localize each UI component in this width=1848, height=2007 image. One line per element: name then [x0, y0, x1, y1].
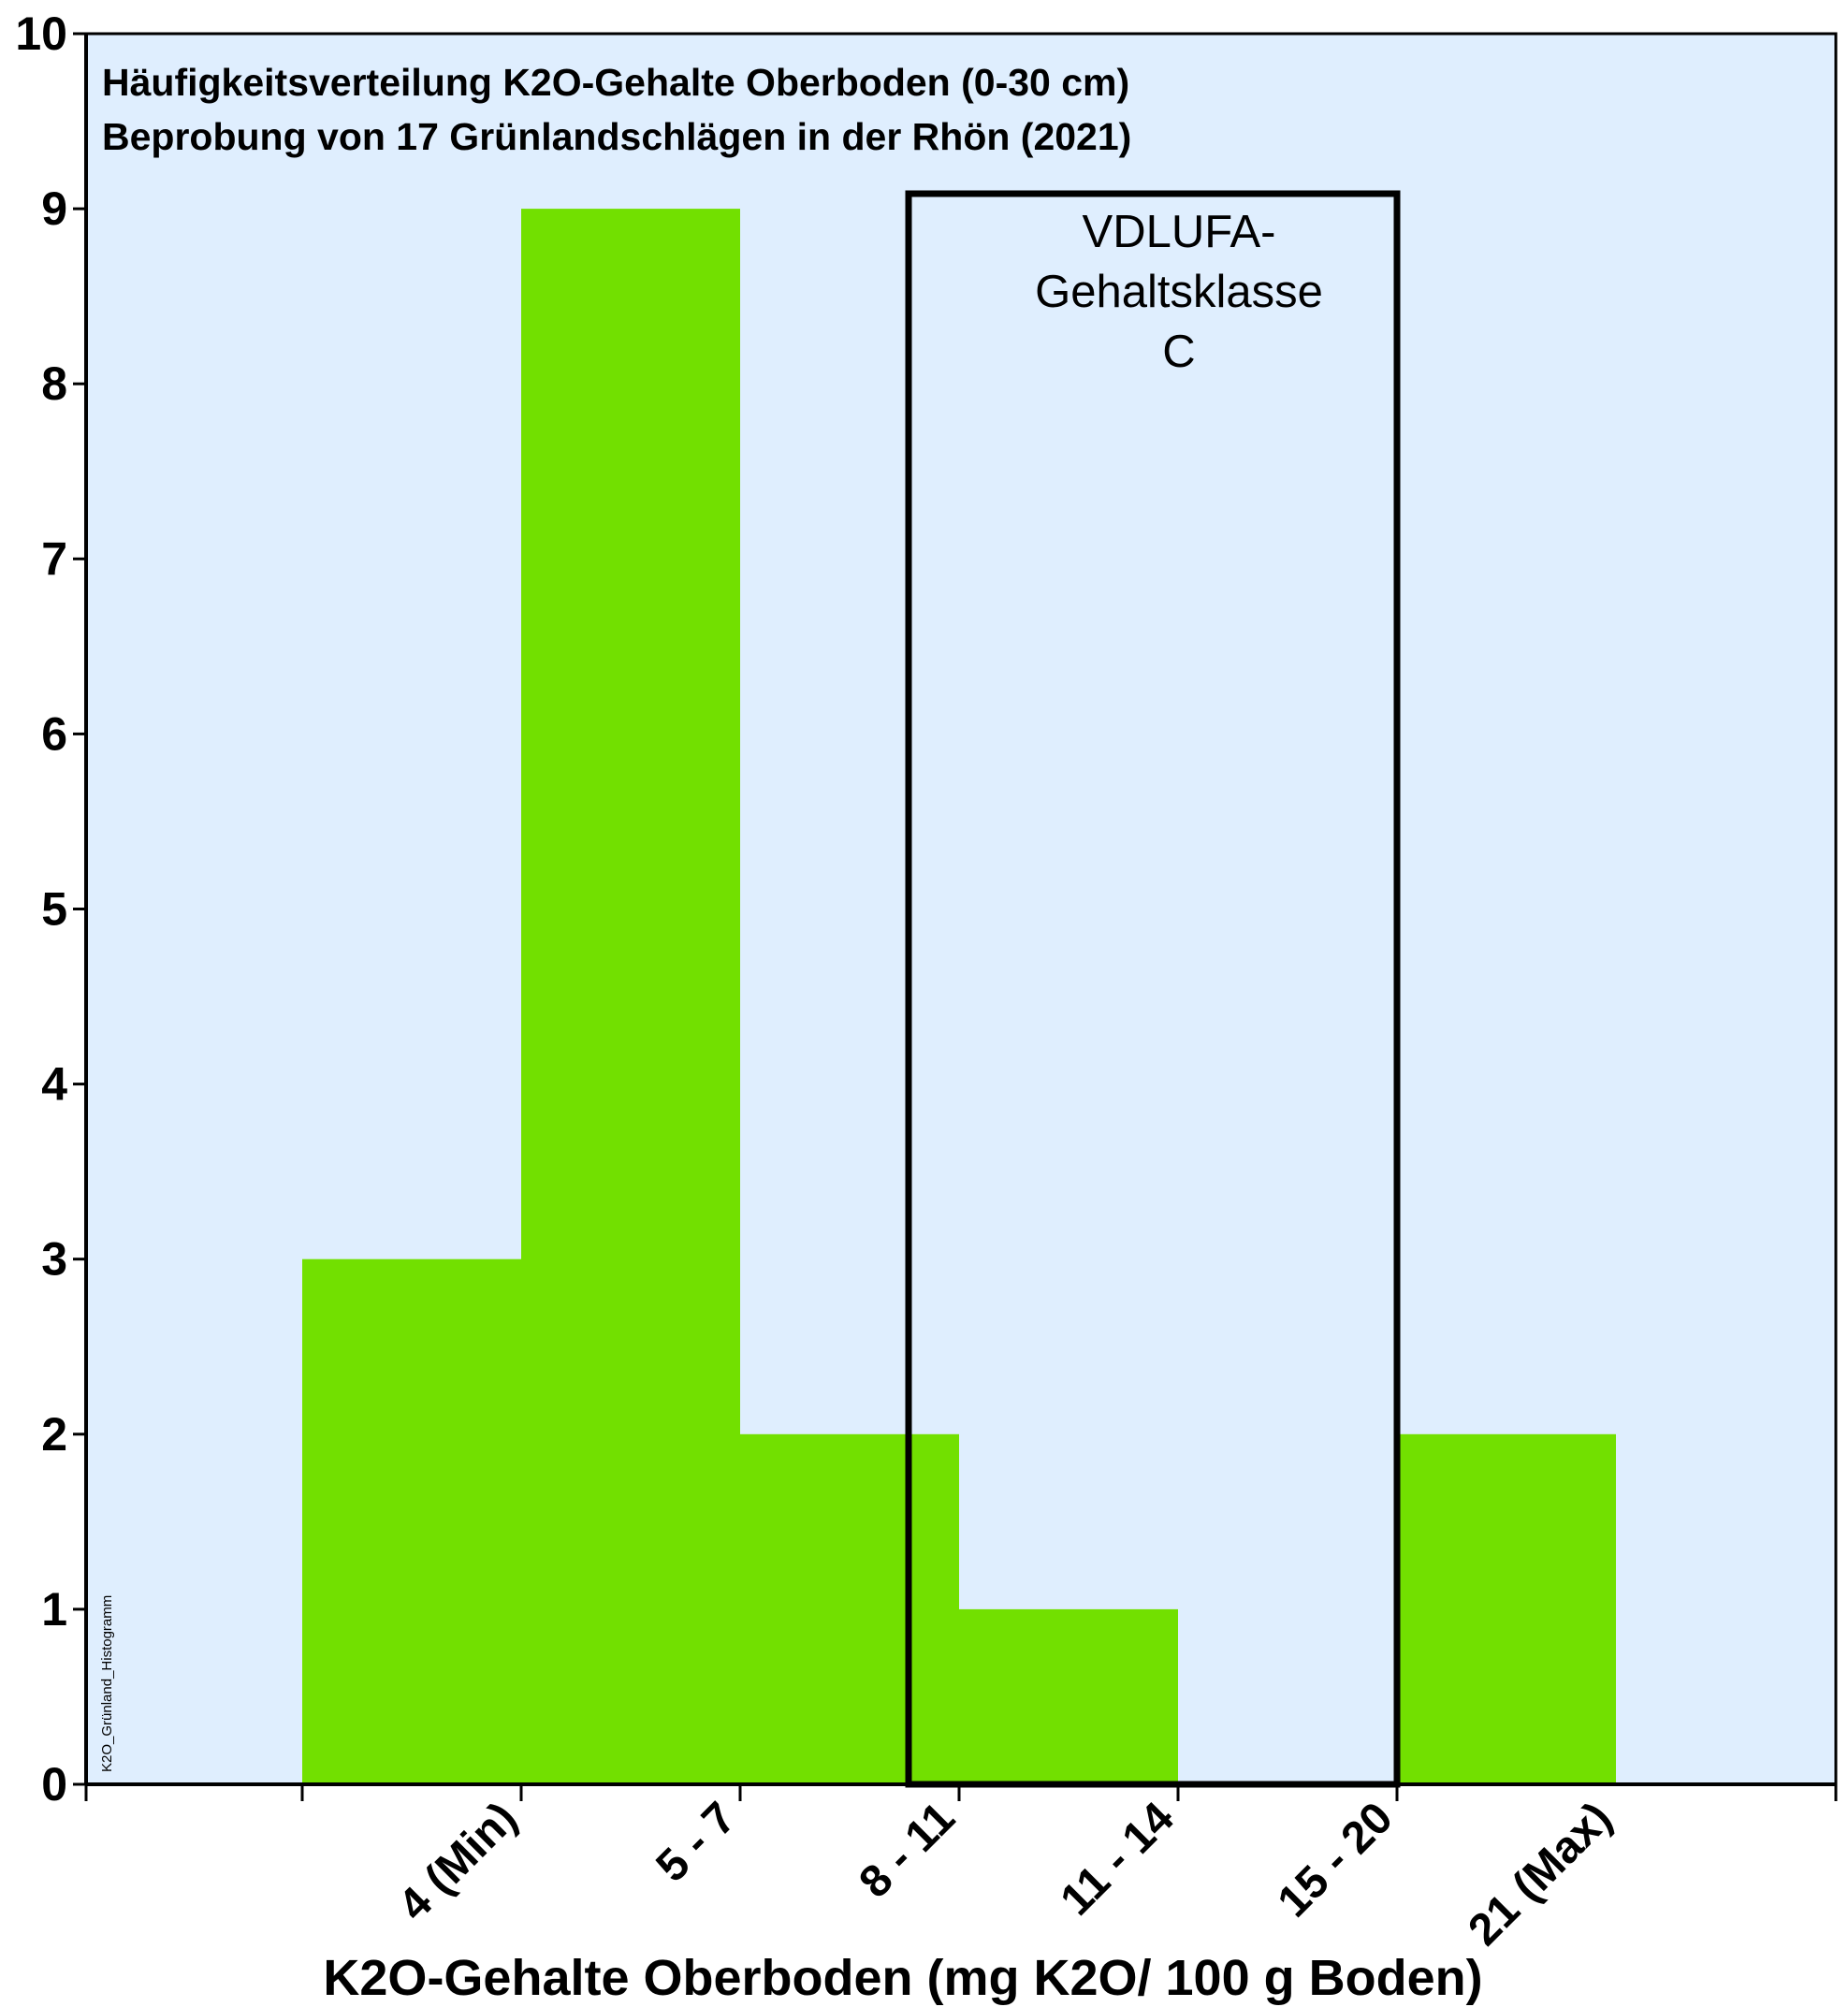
y-tick-label-8: 8: [41, 357, 67, 410]
vdlufa-class-annotation: VDLUFA- Gehaltsklasse C: [1035, 207, 1323, 377]
bars-group: [302, 209, 1616, 1785]
y-tick-label-3: 3: [41, 1233, 67, 1286]
annotation-line-3: C: [1162, 327, 1195, 377]
y-tick-label-0: 0: [41, 1758, 67, 1811]
y-tick-label-5: 5: [41, 883, 67, 936]
x-tick-label-2: 5 - 7: [647, 1793, 745, 1891]
x-tick-label-4: 11 - 14: [1052, 1793, 1184, 1925]
bar-1: [302, 1258, 521, 1784]
y-axis-ticks: 0 1 2 3 4 5 6 7 8 9 10: [15, 7, 86, 1811]
bar-4: [959, 1608, 1178, 1784]
y-tick-label-6: 6: [41, 707, 67, 760]
annotation-line-1: VDLUFA-: [1083, 207, 1276, 257]
bar-2: [521, 209, 740, 1785]
annotation-line-2: Gehaltsklasse: [1035, 267, 1323, 317]
x-axis-label: K2O-Gehalte Oberboden (mg K2O/ 100 g Bod…: [323, 1950, 1482, 2006]
x-axis-ticks: 4 (Min) 5 - 7 8 - 11 11 - 14 15 - 20 21 (Max): [84, 1784, 1838, 1956]
x-tick-label-5: 15 - 20: [1269, 1793, 1403, 1927]
y-tick-label-9: 9: [41, 182, 67, 235]
chart-title-line-2: Beprobung von 17 Grünlandschlägen in der…: [102, 115, 1131, 158]
x-tick-label-3: 8 - 11: [850, 1793, 964, 1907]
x-tick-label-6: 21 (Max): [1459, 1793, 1621, 1955]
bar-3: [740, 1433, 959, 1784]
bar-6: [1397, 1433, 1616, 1784]
y-tick-label-2: 2: [41, 1408, 67, 1461]
x-tick-label-1: 4 (Min): [389, 1793, 527, 1930]
chart-title-line-1: Häufigkeitsverteilung K2O-Gehalte Oberbo…: [102, 61, 1129, 104]
y-tick-label-4: 4: [41, 1058, 67, 1111]
y-tick-label-7: 7: [41, 532, 67, 585]
y-tick-label-1: 1: [41, 1583, 67, 1636]
chart-side-note: K2O_Grünland_Histogramm: [99, 1595, 115, 1772]
y-tick-label-10: 10: [15, 7, 67, 60]
